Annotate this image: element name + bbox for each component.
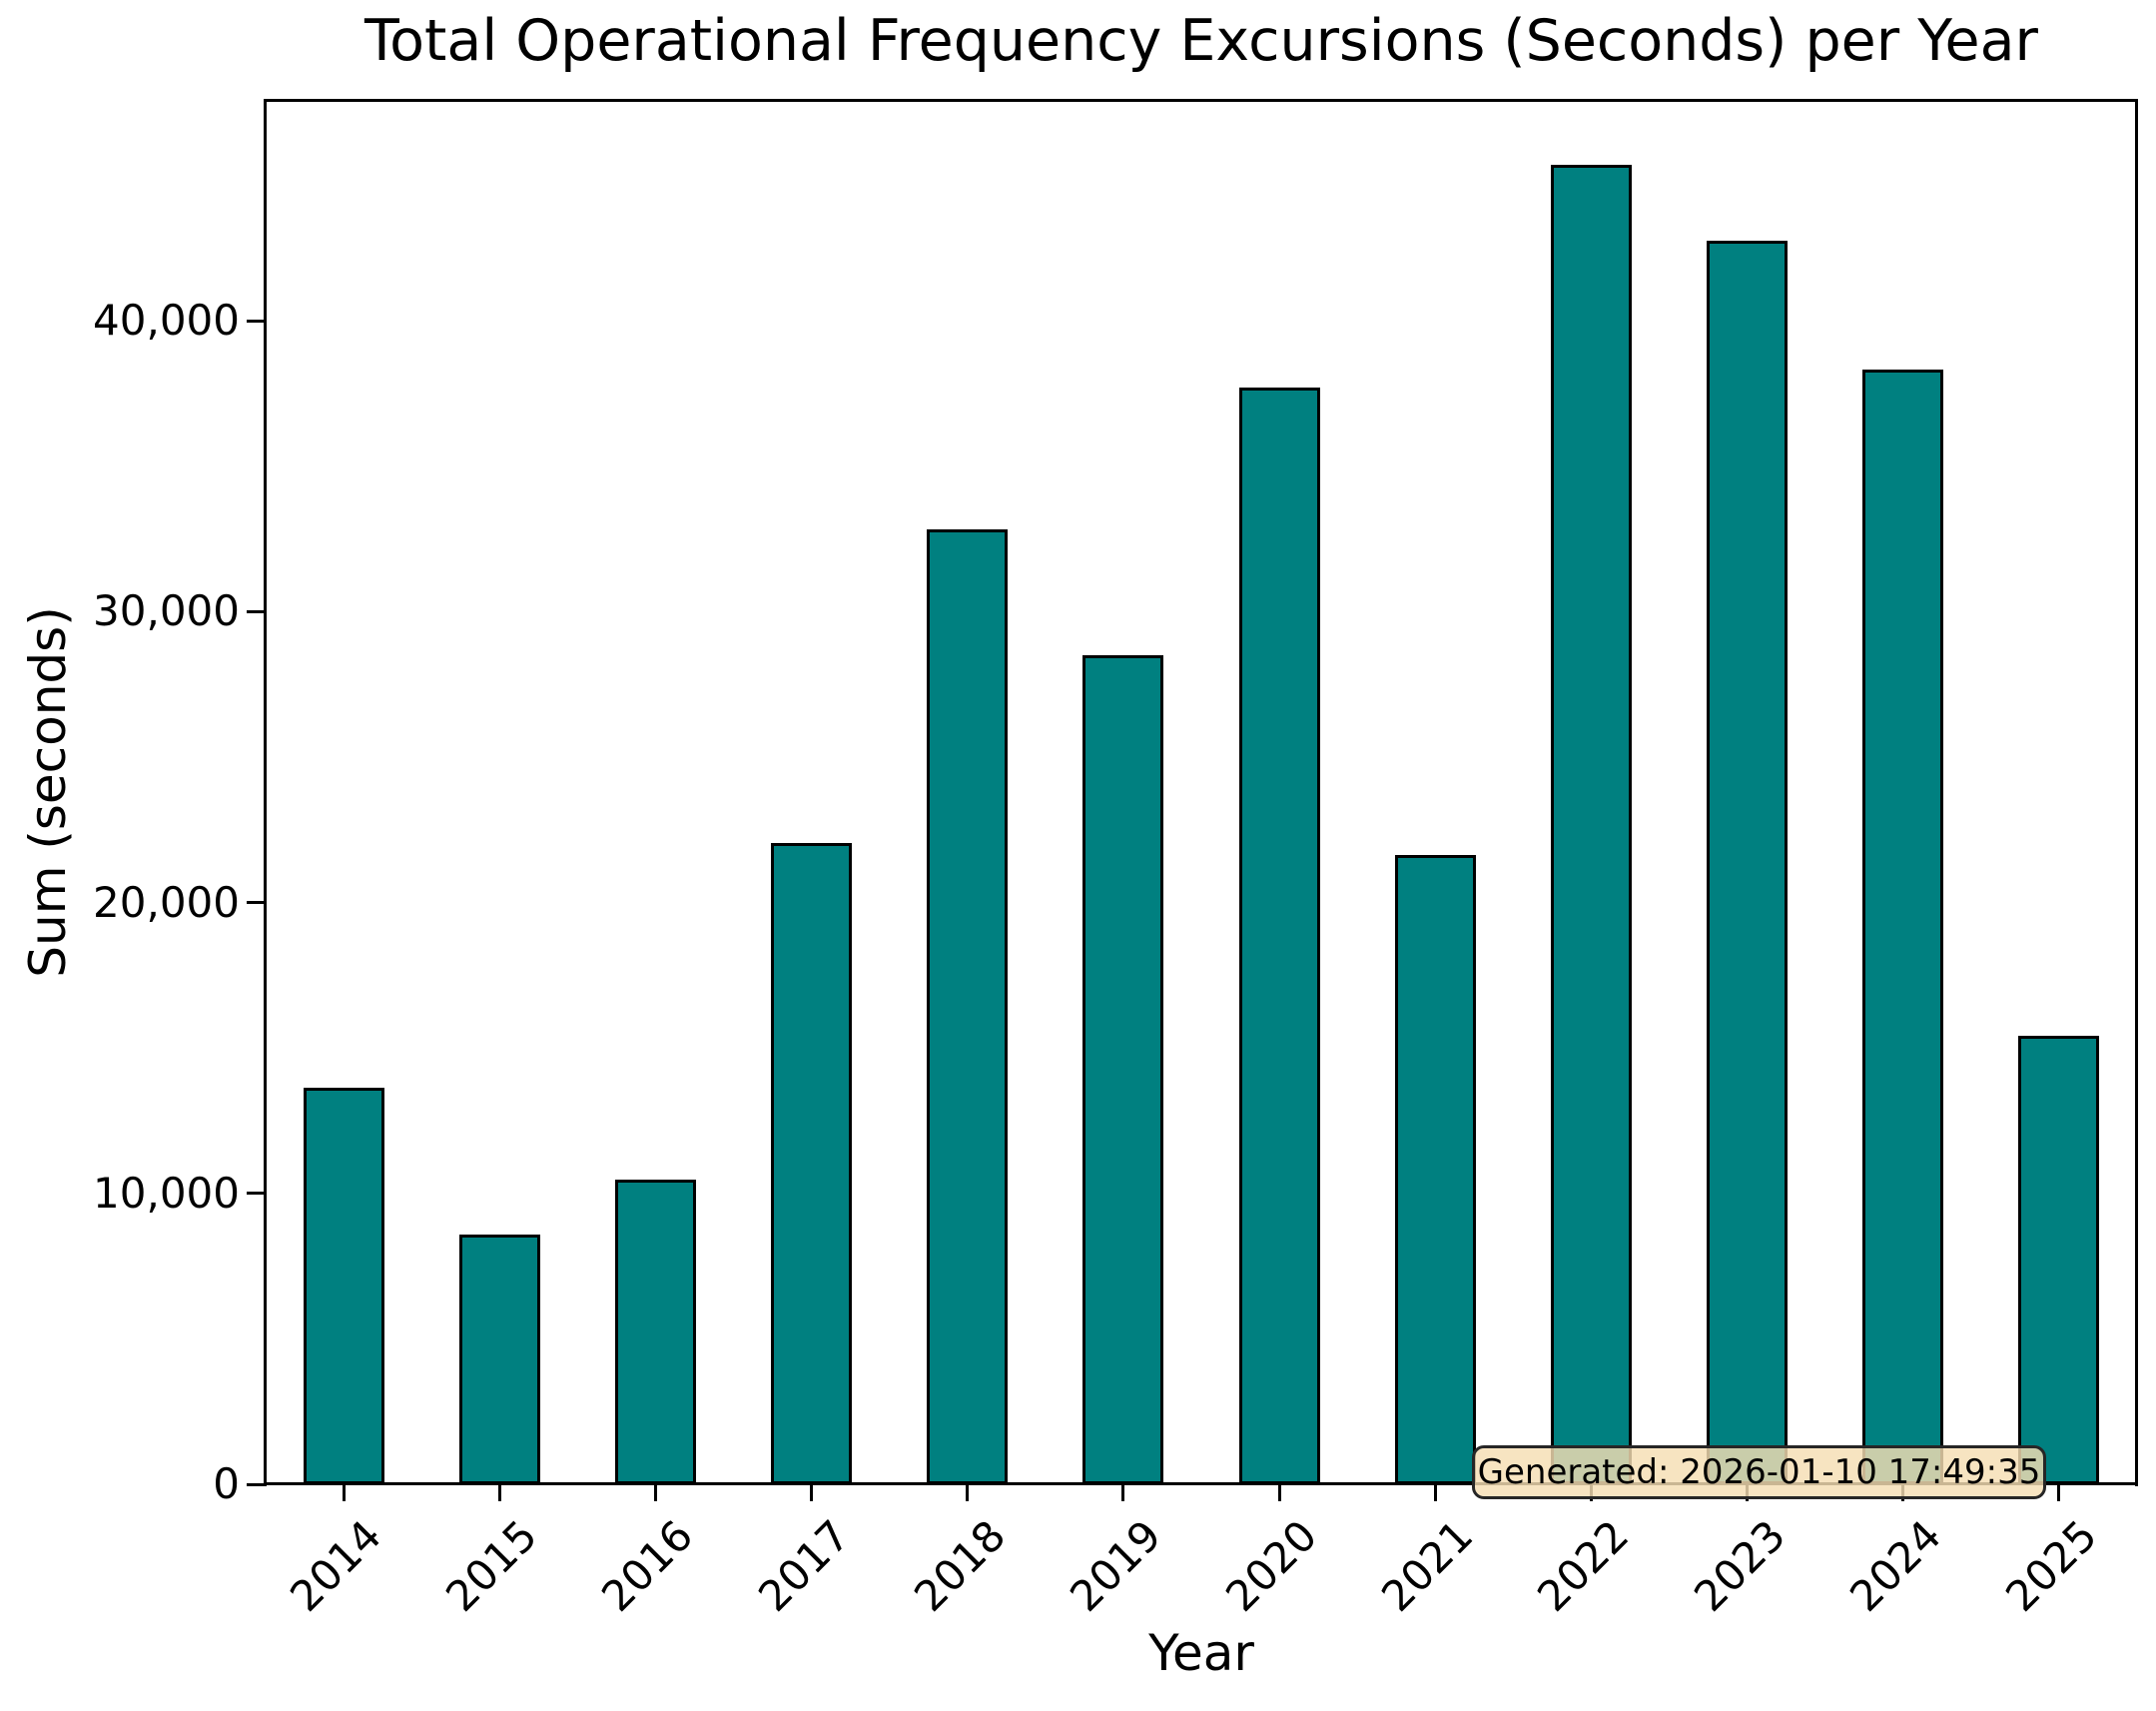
x-tick-mark bbox=[653, 1485, 657, 1501]
y-tick-mark bbox=[247, 901, 265, 905]
y-tick-label-30000: 30,000 bbox=[93, 586, 240, 636]
chart-title: Total Operational Frequency Excursions (… bbox=[364, 8, 2038, 74]
y-tick-label-0: 0 bbox=[213, 1459, 240, 1508]
bar-2019 bbox=[1082, 655, 1163, 1484]
x-axis-label: Year bbox=[1148, 1624, 1254, 1682]
bar-2017 bbox=[771, 843, 852, 1484]
y-tick-label-10000: 10,000 bbox=[93, 1168, 240, 1218]
bottom-spine bbox=[264, 1482, 2138, 1485]
x-tick-mark bbox=[1433, 1485, 1437, 1501]
x-tick-mark bbox=[2057, 1485, 2061, 1501]
x-tick-mark bbox=[1121, 1485, 1125, 1501]
left-spine bbox=[264, 99, 267, 1486]
bar-2020 bbox=[1239, 388, 1320, 1484]
x-tick-mark bbox=[810, 1485, 814, 1501]
bar-2021 bbox=[1395, 855, 1476, 1484]
x-tick-mark bbox=[1277, 1485, 1281, 1501]
bar-2014 bbox=[304, 1088, 384, 1484]
bar-2024 bbox=[1862, 370, 1943, 1484]
bar-2023 bbox=[1707, 241, 1788, 1484]
bar-2016 bbox=[615, 1180, 696, 1484]
bar-2025 bbox=[2018, 1036, 2099, 1484]
y-tick-mark bbox=[247, 1482, 265, 1486]
y-tick-mark bbox=[247, 609, 265, 613]
y-tick-label-40000: 40,000 bbox=[93, 296, 240, 346]
bar-2018 bbox=[927, 529, 1008, 1484]
x-tick-mark bbox=[342, 1485, 346, 1501]
generated-timestamp-annotation: Generated: 2026-01-10 17:49:35 bbox=[1472, 1445, 2046, 1499]
top-spine bbox=[264, 99, 2138, 102]
right-spine bbox=[2135, 99, 2138, 1486]
x-tick-mark bbox=[966, 1485, 970, 1501]
x-tick-mark bbox=[497, 1485, 501, 1501]
bar-2022 bbox=[1551, 165, 1632, 1484]
y-tick-label-20000: 20,000 bbox=[93, 877, 240, 927]
y-tick-mark bbox=[247, 319, 265, 323]
bar-2015 bbox=[459, 1235, 540, 1484]
y-tick-mark bbox=[247, 1192, 265, 1196]
